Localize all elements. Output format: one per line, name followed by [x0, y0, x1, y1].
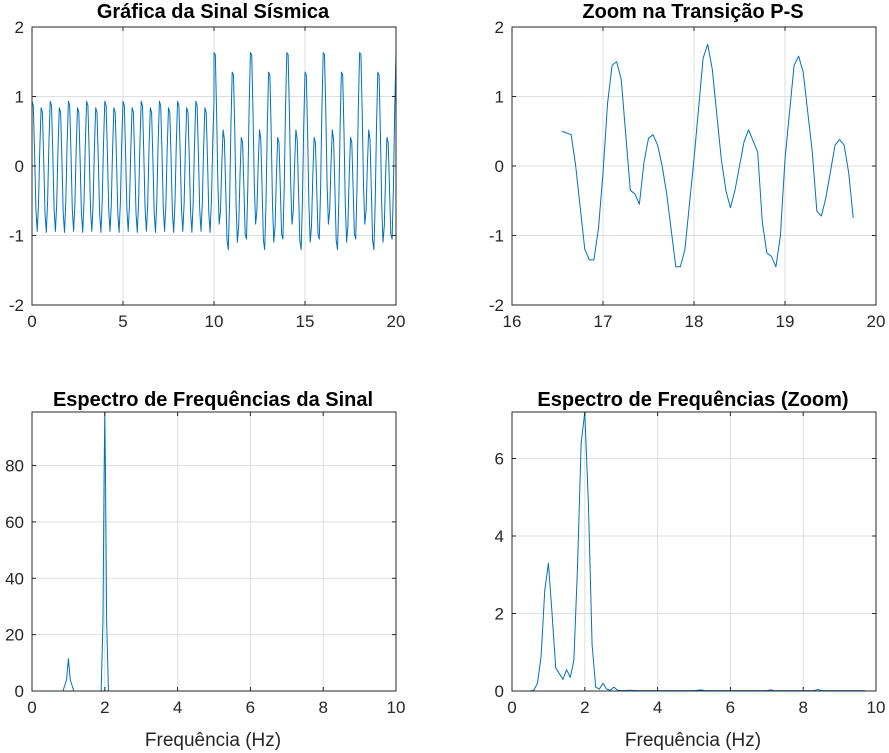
x-tick-label: 15 [296, 312, 315, 331]
x-tick-label: 10 [867, 698, 886, 717]
y-tick-label: 20 [5, 626, 24, 645]
subplot-top-left: Gráfica da Sinal Sísmica 0 5 10 15 20 -2 -1 0 1 2 [9, 1, 406, 331]
x-tick-label: 6 [726, 698, 735, 717]
y-tick-label: -1 [9, 227, 24, 246]
x-tick-label: 16 [503, 312, 522, 331]
plot-area [32, 412, 396, 691]
x-tick-label: 20 [387, 312, 406, 331]
x-tick-label: 2 [580, 698, 589, 717]
x-tick-label: 19 [776, 312, 795, 331]
x-tick-label: 5 [118, 312, 127, 331]
x-tick-label: 0 [507, 698, 516, 717]
subplot-bottom-right: Espectro de Frequências (Zoom) Frequênci… [495, 389, 886, 751]
x-tick-label: 2 [100, 698, 109, 717]
x-tick-label: 8 [318, 698, 327, 717]
x-tick-label: 0 [27, 312, 36, 331]
plot-title: Espectro de Frequências da Sinal [53, 389, 373, 411]
y-tick-label: 2 [495, 605, 504, 624]
y-tick-label: 2 [495, 18, 504, 37]
series-line [526, 411, 866, 692]
axes-frame [31, 411, 397, 692]
series-line [31, 52, 397, 251]
y-tick-label: 6 [495, 450, 504, 469]
x-tick-label: 10 [387, 698, 406, 717]
y-tick-label: 4 [495, 527, 504, 546]
y-tick-label: 80 [5, 457, 24, 476]
x-tick-label: 6 [246, 698, 255, 717]
y-tick-label: -2 [489, 296, 504, 315]
x-tick-label: 8 [798, 698, 807, 717]
y-tick-label: 1 [15, 88, 24, 107]
y-tick-label: 2 [15, 18, 24, 37]
y-tick-label: 0 [495, 682, 504, 701]
x-tick-label: 4 [173, 698, 182, 717]
plot-title: Espectro de Frequências (Zoom) [537, 389, 848, 411]
x-tick-label: 4 [653, 698, 662, 717]
y-tick-label: 0 [495, 157, 504, 176]
plot-area [512, 412, 876, 691]
subplot-bottom-left: Espectro de Frequências da Sinal Frequên… [5, 389, 405, 751]
x-axis-label: Frequência (Hz) [145, 730, 281, 751]
series-line [561, 43, 854, 268]
y-tick-label: 0 [15, 682, 24, 701]
x-tick-label: 20 [867, 312, 886, 331]
y-tick-label: 40 [5, 569, 24, 588]
subplot-top-right: Zoom na Transição P-S 16 17 18 19 20 -2 -1 0 1 2 [489, 1, 886, 331]
x-axis-label: Frequência (Hz) [625, 730, 761, 751]
x-tick-label: 0 [27, 698, 36, 717]
y-tick-label: 0 [15, 157, 24, 176]
x-tick-label: 17 [594, 312, 613, 331]
y-tick-label: -2 [9, 296, 24, 315]
plot-title: Zoom na Transição P-S [582, 1, 803, 23]
y-tick-label: 60 [5, 513, 24, 532]
x-tick-label: 18 [685, 312, 704, 331]
y-tick-label: -1 [489, 227, 504, 246]
axes-frame [511, 411, 877, 692]
y-tick-label: 1 [495, 88, 504, 107]
plot-title: Gráfica da Sinal Sísmica [97, 1, 330, 23]
x-tick-label: 10 [205, 312, 224, 331]
series-line [32, 411, 396, 692]
